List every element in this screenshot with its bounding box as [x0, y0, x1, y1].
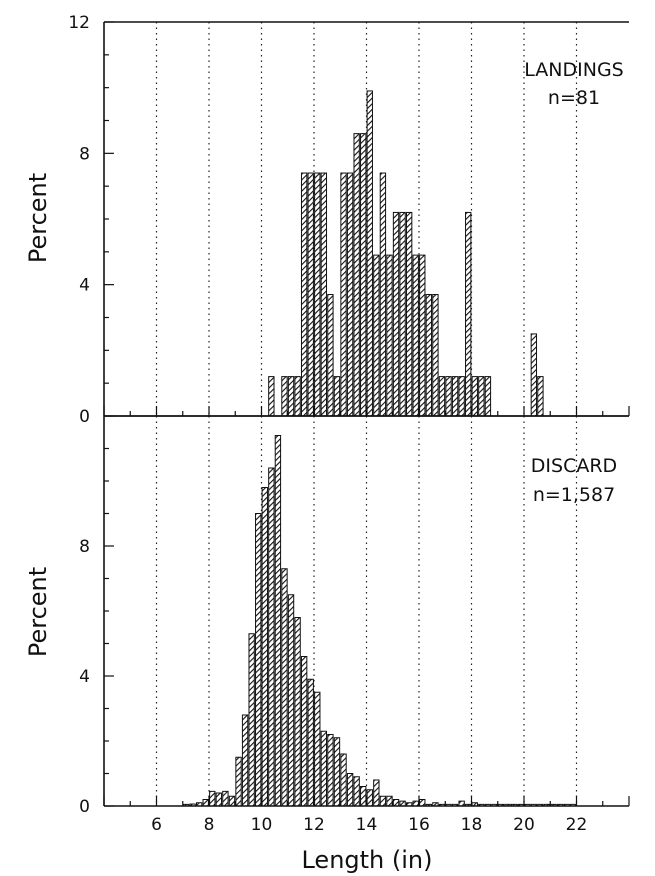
landings-y-axis-label: Percent	[24, 173, 52, 263]
landings-bar	[333, 376, 341, 417]
discard-annotation-count: n=1,587	[533, 484, 615, 506]
discard-y-axis-label: Percent	[24, 567, 52, 657]
discard-axes: 0 4 8 6 8 10 12 14 16 18 20 22	[79, 415, 630, 835]
discard-bar	[241, 714, 249, 807]
discard-bar	[209, 790, 216, 807]
landings-bar	[537, 376, 544, 417]
discard-bars	[182, 435, 577, 807]
landings-bar	[281, 376, 288, 417]
landings-grid	[155, 22, 578, 416]
discard-bar	[222, 790, 229, 807]
landings-panel: 0 4 8 12 Percent LANDINGS n=81	[24, 13, 630, 427]
discard-x-tick-label: 20	[513, 815, 535, 835]
landings-annotation-count: n=81	[548, 87, 600, 109]
discard-bar	[274, 435, 282, 807]
landings-bar	[373, 254, 380, 417]
discard-bar	[281, 568, 288, 807]
discard-bar	[202, 799, 209, 807]
discard-bar	[353, 776, 360, 807]
discard-bar	[320, 730, 328, 807]
discard-x-tick-label: 22	[566, 815, 588, 835]
discard-bar	[294, 617, 301, 807]
landings-bar	[458, 376, 465, 417]
landings-bar	[484, 376, 492, 417]
landings-y-tick-label: 4	[79, 276, 90, 296]
landings-bar	[451, 376, 459, 417]
discard-bar	[307, 678, 314, 807]
landings-bar	[432, 294, 439, 417]
discard-panel: 0 4 8 6 8 10 12 14 16 18 20 22 Percent DISCARD n=1,…	[24, 415, 630, 835]
discard-bar	[215, 792, 223, 807]
landings-bar	[340, 172, 347, 417]
discard-bar	[379, 795, 387, 807]
discard-y-tick-label: 0	[79, 797, 90, 817]
landings-bar	[405, 211, 413, 417]
landings-bar	[294, 376, 301, 417]
landings-bars	[268, 90, 544, 417]
discard-bar	[346, 773, 354, 807]
landings-bar	[399, 211, 406, 417]
landings-y-tick-label: 0	[79, 407, 90, 427]
discard-x-tick-label: 8	[204, 815, 215, 835]
discard-y-tick-label: 4	[79, 667, 90, 687]
discard-bar	[340, 753, 347, 807]
landings-annotation-label: LANDINGS	[524, 59, 623, 81]
discard-bar	[386, 795, 393, 807]
discard-bar	[248, 633, 255, 807]
discard-bar	[300, 656, 308, 807]
discard-bar	[287, 594, 295, 807]
discard-x-tick-label: 12	[303, 815, 325, 835]
discard-bar	[419, 799, 426, 807]
landings-y-tick-label: 12	[68, 13, 90, 33]
landings-bar	[471, 376, 478, 417]
landings-bar	[327, 294, 334, 417]
discard-bar	[261, 487, 268, 807]
landings-bar	[438, 376, 446, 417]
landings-bar	[530, 333, 538, 417]
discard-bar	[255, 513, 262, 807]
discard-bar	[235, 756, 242, 807]
discard-bar	[268, 467, 275, 807]
discard-bar	[366, 789, 373, 807]
landings-bar	[320, 172, 328, 417]
discard-grid	[155, 416, 578, 806]
landings-bar	[287, 376, 295, 417]
discard-y-tick-label: 8	[79, 537, 90, 557]
landings-bar	[366, 90, 373, 417]
landings-bar	[419, 254, 426, 417]
landings-bar	[412, 254, 419, 417]
discard-bar	[228, 795, 236, 807]
landings-bar	[268, 376, 275, 417]
discard-bar	[373, 779, 380, 807]
discard-bar	[360, 786, 367, 807]
discard-x-tick-label: 6	[151, 815, 162, 835]
discard-annotation-label: DISCARD	[531, 455, 617, 477]
landings-bar	[465, 211, 472, 417]
landings-bar	[307, 172, 314, 417]
discard-bar	[314, 691, 321, 807]
x-axis-label: Length (in)	[301, 846, 432, 874]
landings-bar	[478, 376, 485, 417]
landings-bar	[425, 294, 433, 417]
landings-bar	[314, 172, 321, 417]
discard-bar	[333, 737, 341, 807]
landings-bar	[392, 211, 400, 417]
landings-bar	[360, 133, 367, 417]
discard-bar	[327, 734, 334, 807]
landings-bar	[346, 172, 354, 417]
discard-x-tick-label: 10	[251, 815, 273, 835]
landings-y-tick-label: 8	[79, 144, 90, 164]
landings-bar	[379, 172, 387, 417]
landings-bar	[300, 172, 308, 417]
landings-bar	[445, 376, 452, 417]
landings-bar	[353, 133, 360, 417]
discard-x-tick-label: 18	[461, 815, 483, 835]
discard-x-tick-label: 16	[408, 815, 430, 835]
discard-x-tick-label: 14	[356, 815, 378, 835]
discard-bar	[392, 799, 400, 807]
landings-bar	[386, 254, 393, 417]
